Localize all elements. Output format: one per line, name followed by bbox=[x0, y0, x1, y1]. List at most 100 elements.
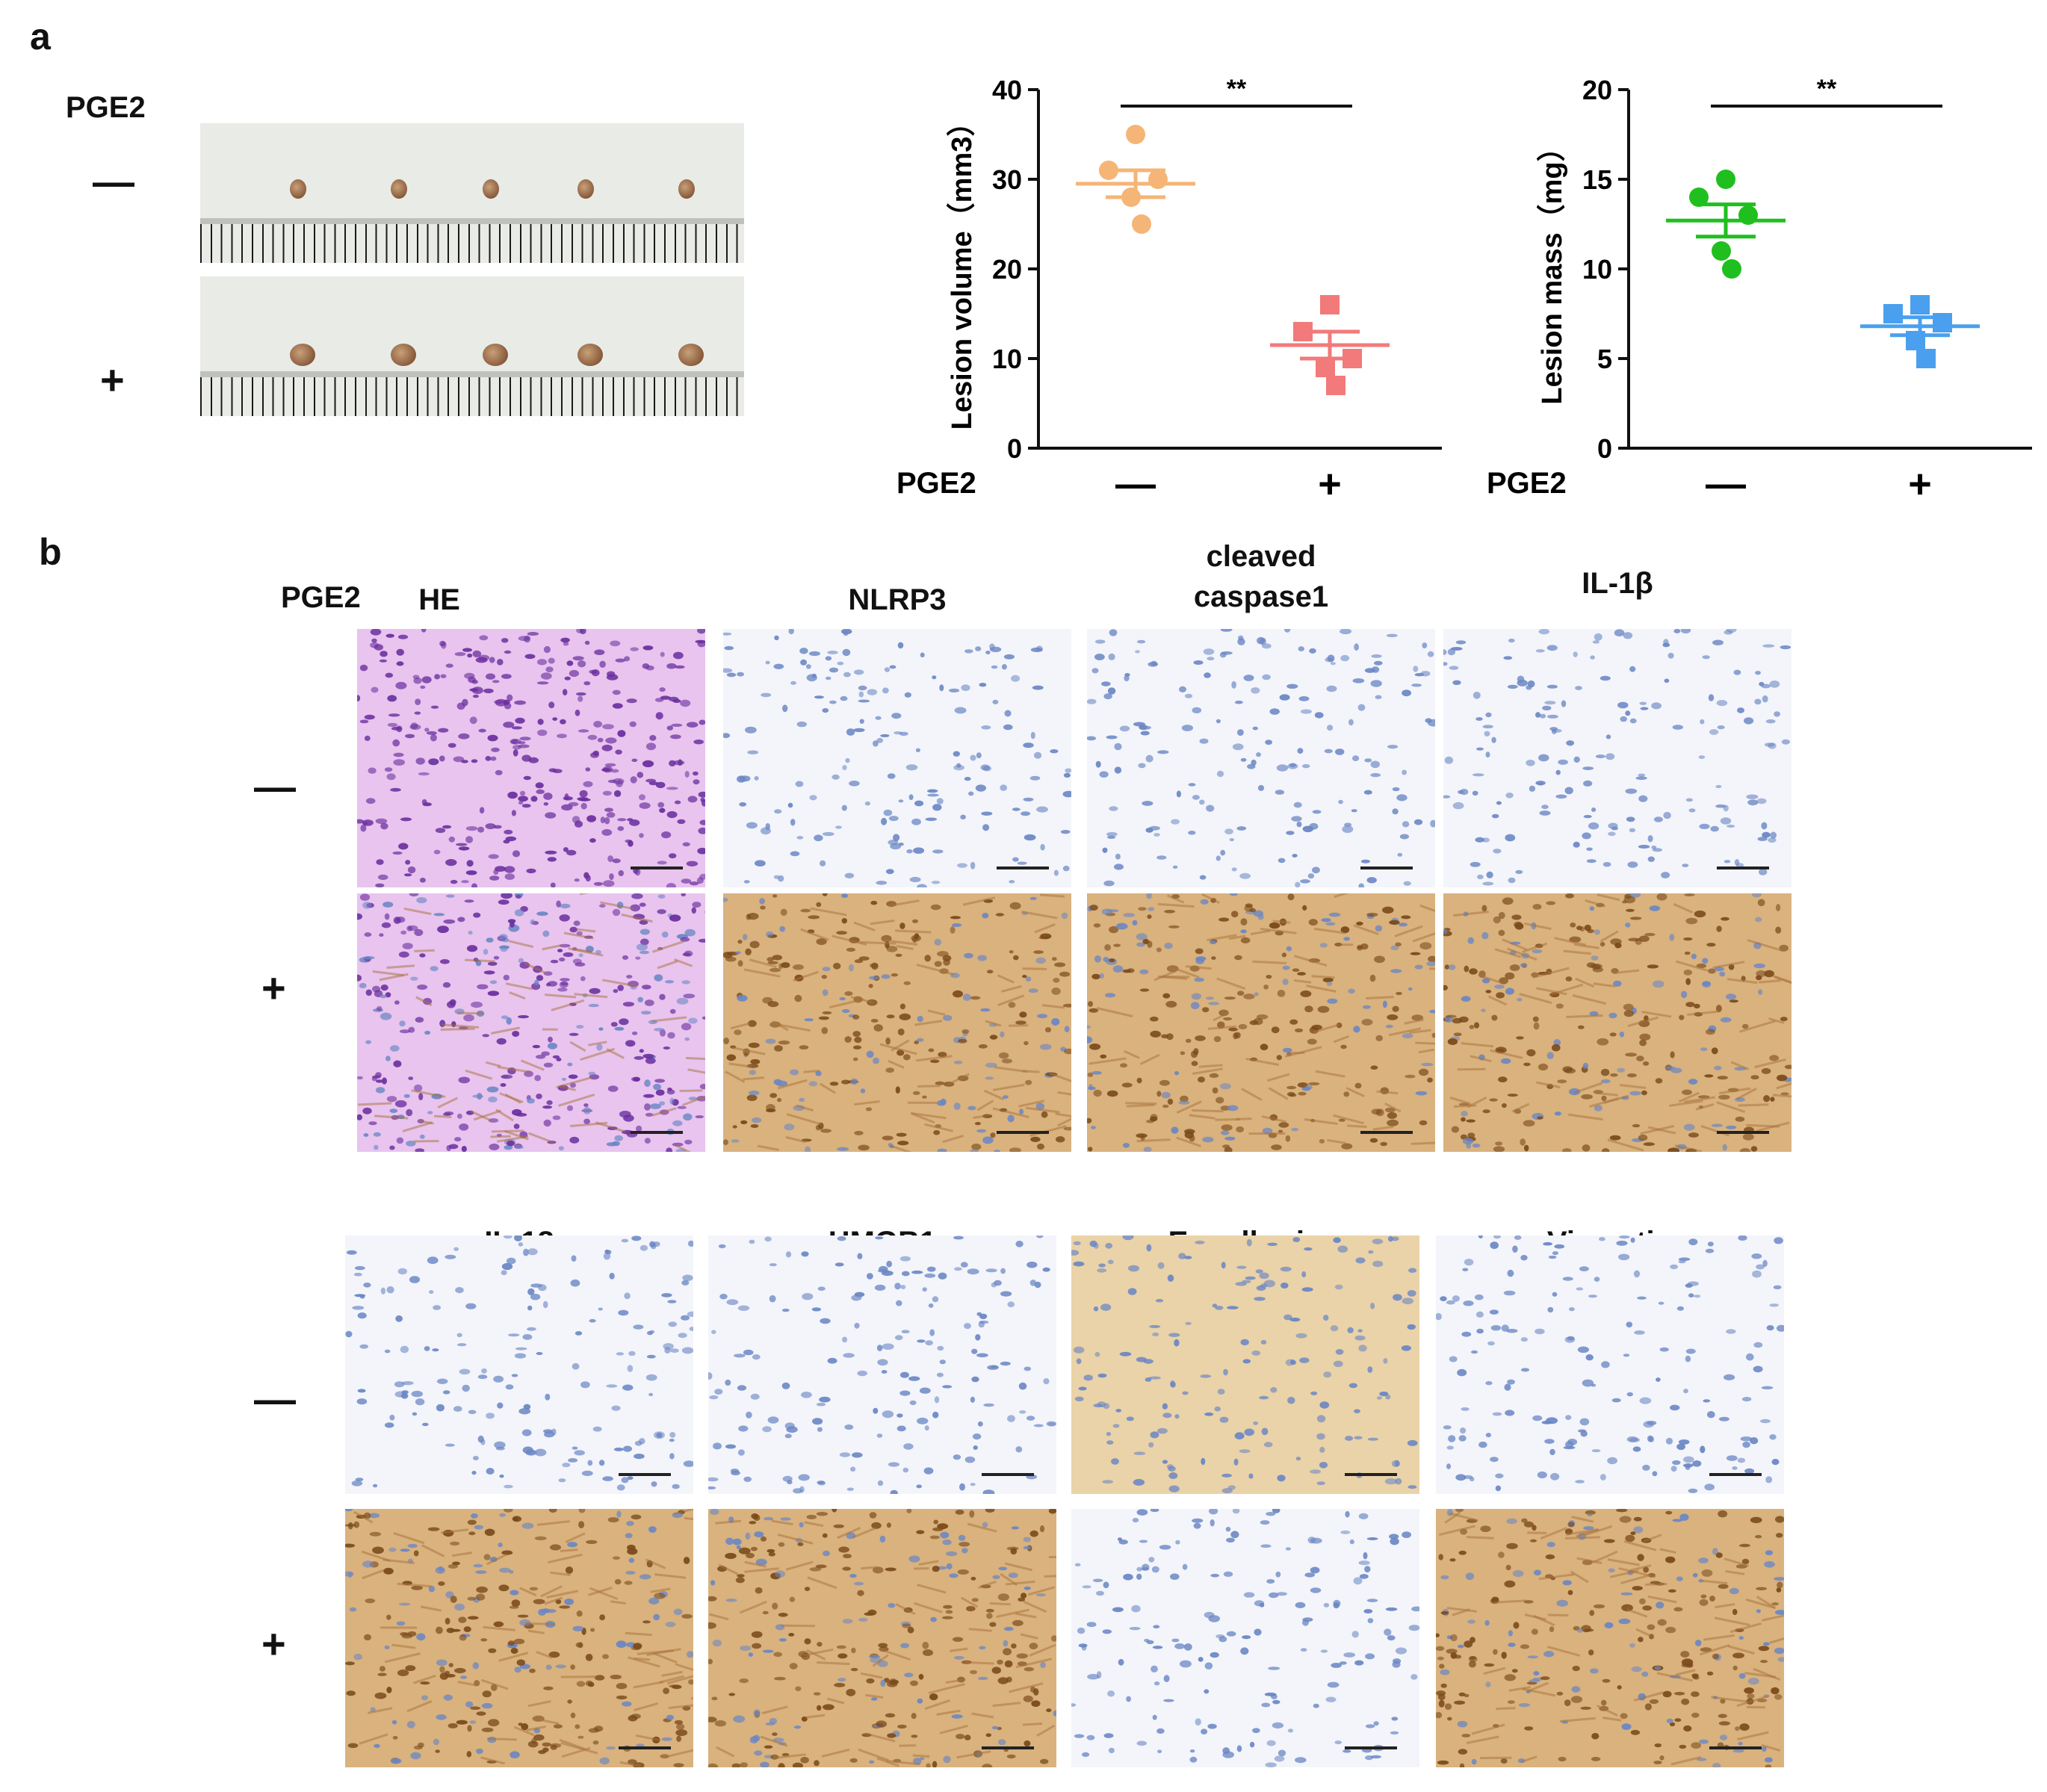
panel-b-row-plus: + bbox=[261, 1620, 286, 1667]
data-point bbox=[1320, 295, 1340, 314]
lesion-specimen bbox=[391, 179, 407, 199]
x-category-label: + bbox=[1318, 462, 1342, 506]
data-point bbox=[1722, 259, 1741, 279]
scale-bar bbox=[997, 1131, 1049, 1134]
scale-bar bbox=[1709, 1746, 1762, 1749]
tissue-texture bbox=[357, 893, 705, 1152]
lesion-specimen bbox=[483, 179, 499, 199]
panel-b-row-plus: + bbox=[261, 964, 286, 1011]
data-point bbox=[1712, 241, 1731, 261]
data-point bbox=[1132, 214, 1151, 234]
lesion-photo-control bbox=[200, 123, 744, 263]
micrograph-tile bbox=[1071, 1236, 1419, 1494]
tissue-texture bbox=[708, 1236, 1056, 1494]
scale-bar bbox=[631, 1131, 683, 1134]
panel-a-letter: a bbox=[30, 16, 51, 58]
lesion-specimen bbox=[483, 344, 508, 366]
y-tick-label: 40 bbox=[992, 75, 1022, 105]
data-point bbox=[1326, 376, 1345, 395]
scale-bar bbox=[1717, 866, 1769, 869]
scale-bar bbox=[997, 866, 1049, 869]
y-tick-label: 20 bbox=[992, 254, 1022, 285]
scale-bar bbox=[1360, 866, 1413, 869]
tissue-texture bbox=[1087, 629, 1435, 887]
tissue-texture bbox=[1436, 1509, 1784, 1767]
scale-bar bbox=[982, 1473, 1034, 1476]
scale-bar bbox=[1345, 1473, 1397, 1476]
significance-label: ** bbox=[1817, 75, 1837, 103]
lesion-specimen bbox=[577, 344, 603, 366]
lesion-specimen bbox=[391, 344, 416, 366]
scale-bar bbox=[631, 866, 683, 869]
micrograph-tile bbox=[1443, 629, 1791, 887]
lesion-volume-chart: 0 10 20 30 40 Lesion volume（mm3） PGE2 — + ** bbox=[896, 75, 1442, 506]
micrograph-tile bbox=[345, 1509, 693, 1767]
data-point bbox=[1916, 349, 1936, 368]
y-tick-label: 15 bbox=[1582, 164, 1612, 195]
lesion-mass-chart: 0 5 10 15 20 Lesion mass（mg） PGE2 — + ** bbox=[1487, 75, 2032, 506]
scale-bar bbox=[1360, 1131, 1413, 1134]
lesion-specimen bbox=[577, 179, 594, 199]
micrograph-tile bbox=[723, 629, 1071, 887]
panel-b-row-minus: — bbox=[254, 763, 296, 810]
significance-label: ** bbox=[1227, 75, 1247, 103]
tissue-texture bbox=[345, 1509, 693, 1767]
micrograph-tile bbox=[723, 893, 1071, 1152]
panel-b-pge2-label: PGE2 bbox=[281, 581, 361, 614]
micrograph-tile bbox=[708, 1236, 1056, 1494]
stain-label: NLRP3 bbox=[848, 583, 947, 616]
x-axis-label: PGE2 bbox=[896, 467, 976, 500]
scale-bar bbox=[619, 1473, 671, 1476]
ruler bbox=[200, 218, 744, 263]
y-tick-label: 10 bbox=[1582, 254, 1612, 285]
micrograph-tile bbox=[1436, 1509, 1784, 1767]
scale-bar bbox=[982, 1746, 1034, 1749]
lesion-specimen bbox=[678, 179, 695, 199]
panel-a-row-minus: — bbox=[93, 158, 134, 205]
data-point bbox=[1316, 358, 1335, 377]
scale-bar bbox=[1345, 1746, 1397, 1749]
y-tick-label: 10 bbox=[992, 344, 1022, 374]
stain-label: HE bbox=[418, 583, 460, 616]
stain-label: IL-1β bbox=[1582, 567, 1653, 600]
micrograph-tile bbox=[357, 893, 705, 1152]
micrograph-tile bbox=[1443, 893, 1791, 1152]
x-axis-label: PGE2 bbox=[1487, 467, 1567, 500]
tissue-texture bbox=[723, 629, 1071, 887]
micrograph-tile bbox=[345, 1236, 693, 1494]
tissue-texture bbox=[1436, 1236, 1784, 1493]
tissue-texture bbox=[1087, 893, 1435, 1152]
tissue-texture bbox=[1071, 1509, 1419, 1767]
data-point bbox=[1689, 187, 1709, 207]
x-category-label: + bbox=[1908, 462, 1932, 506]
scale-bar bbox=[1709, 1473, 1762, 1476]
lesion-specimen bbox=[290, 179, 306, 199]
micrograph-tile bbox=[357, 629, 705, 887]
lesion-specimen bbox=[290, 344, 315, 366]
y-axis-label: Lesion mass（mg） bbox=[1537, 133, 1568, 404]
x-category-label: — bbox=[1115, 462, 1156, 506]
lesion-photo-pge2 bbox=[200, 276, 744, 416]
tissue-texture bbox=[357, 629, 705, 887]
y-tick-label: 5 bbox=[1597, 344, 1612, 374]
data-point bbox=[1883, 304, 1903, 323]
data-point bbox=[1126, 125, 1145, 144]
stain-label: cleaved caspase1 bbox=[1193, 540, 1329, 613]
scale-bar bbox=[619, 1746, 671, 1749]
data-point bbox=[1148, 170, 1168, 189]
y-tick-label: 30 bbox=[992, 164, 1022, 195]
data-point bbox=[1716, 170, 1735, 189]
y-tick-label: 0 bbox=[1007, 433, 1022, 464]
tissue-texture bbox=[1443, 629, 1791, 886]
micrograph-tile bbox=[1071, 1509, 1419, 1767]
x-category-label: — bbox=[1706, 462, 1746, 506]
micrograph-tile bbox=[1087, 893, 1435, 1152]
ruler bbox=[200, 371, 744, 416]
scale-bar bbox=[1717, 1131, 1769, 1134]
tissue-texture bbox=[345, 1236, 693, 1491]
data-point bbox=[1910, 295, 1930, 314]
tissue-texture bbox=[1443, 893, 1791, 1152]
tissue-texture bbox=[1071, 1236, 1418, 1494]
panel-a-pge2-label: PGE2 bbox=[66, 91, 146, 124]
lesion-specimen bbox=[678, 344, 704, 366]
